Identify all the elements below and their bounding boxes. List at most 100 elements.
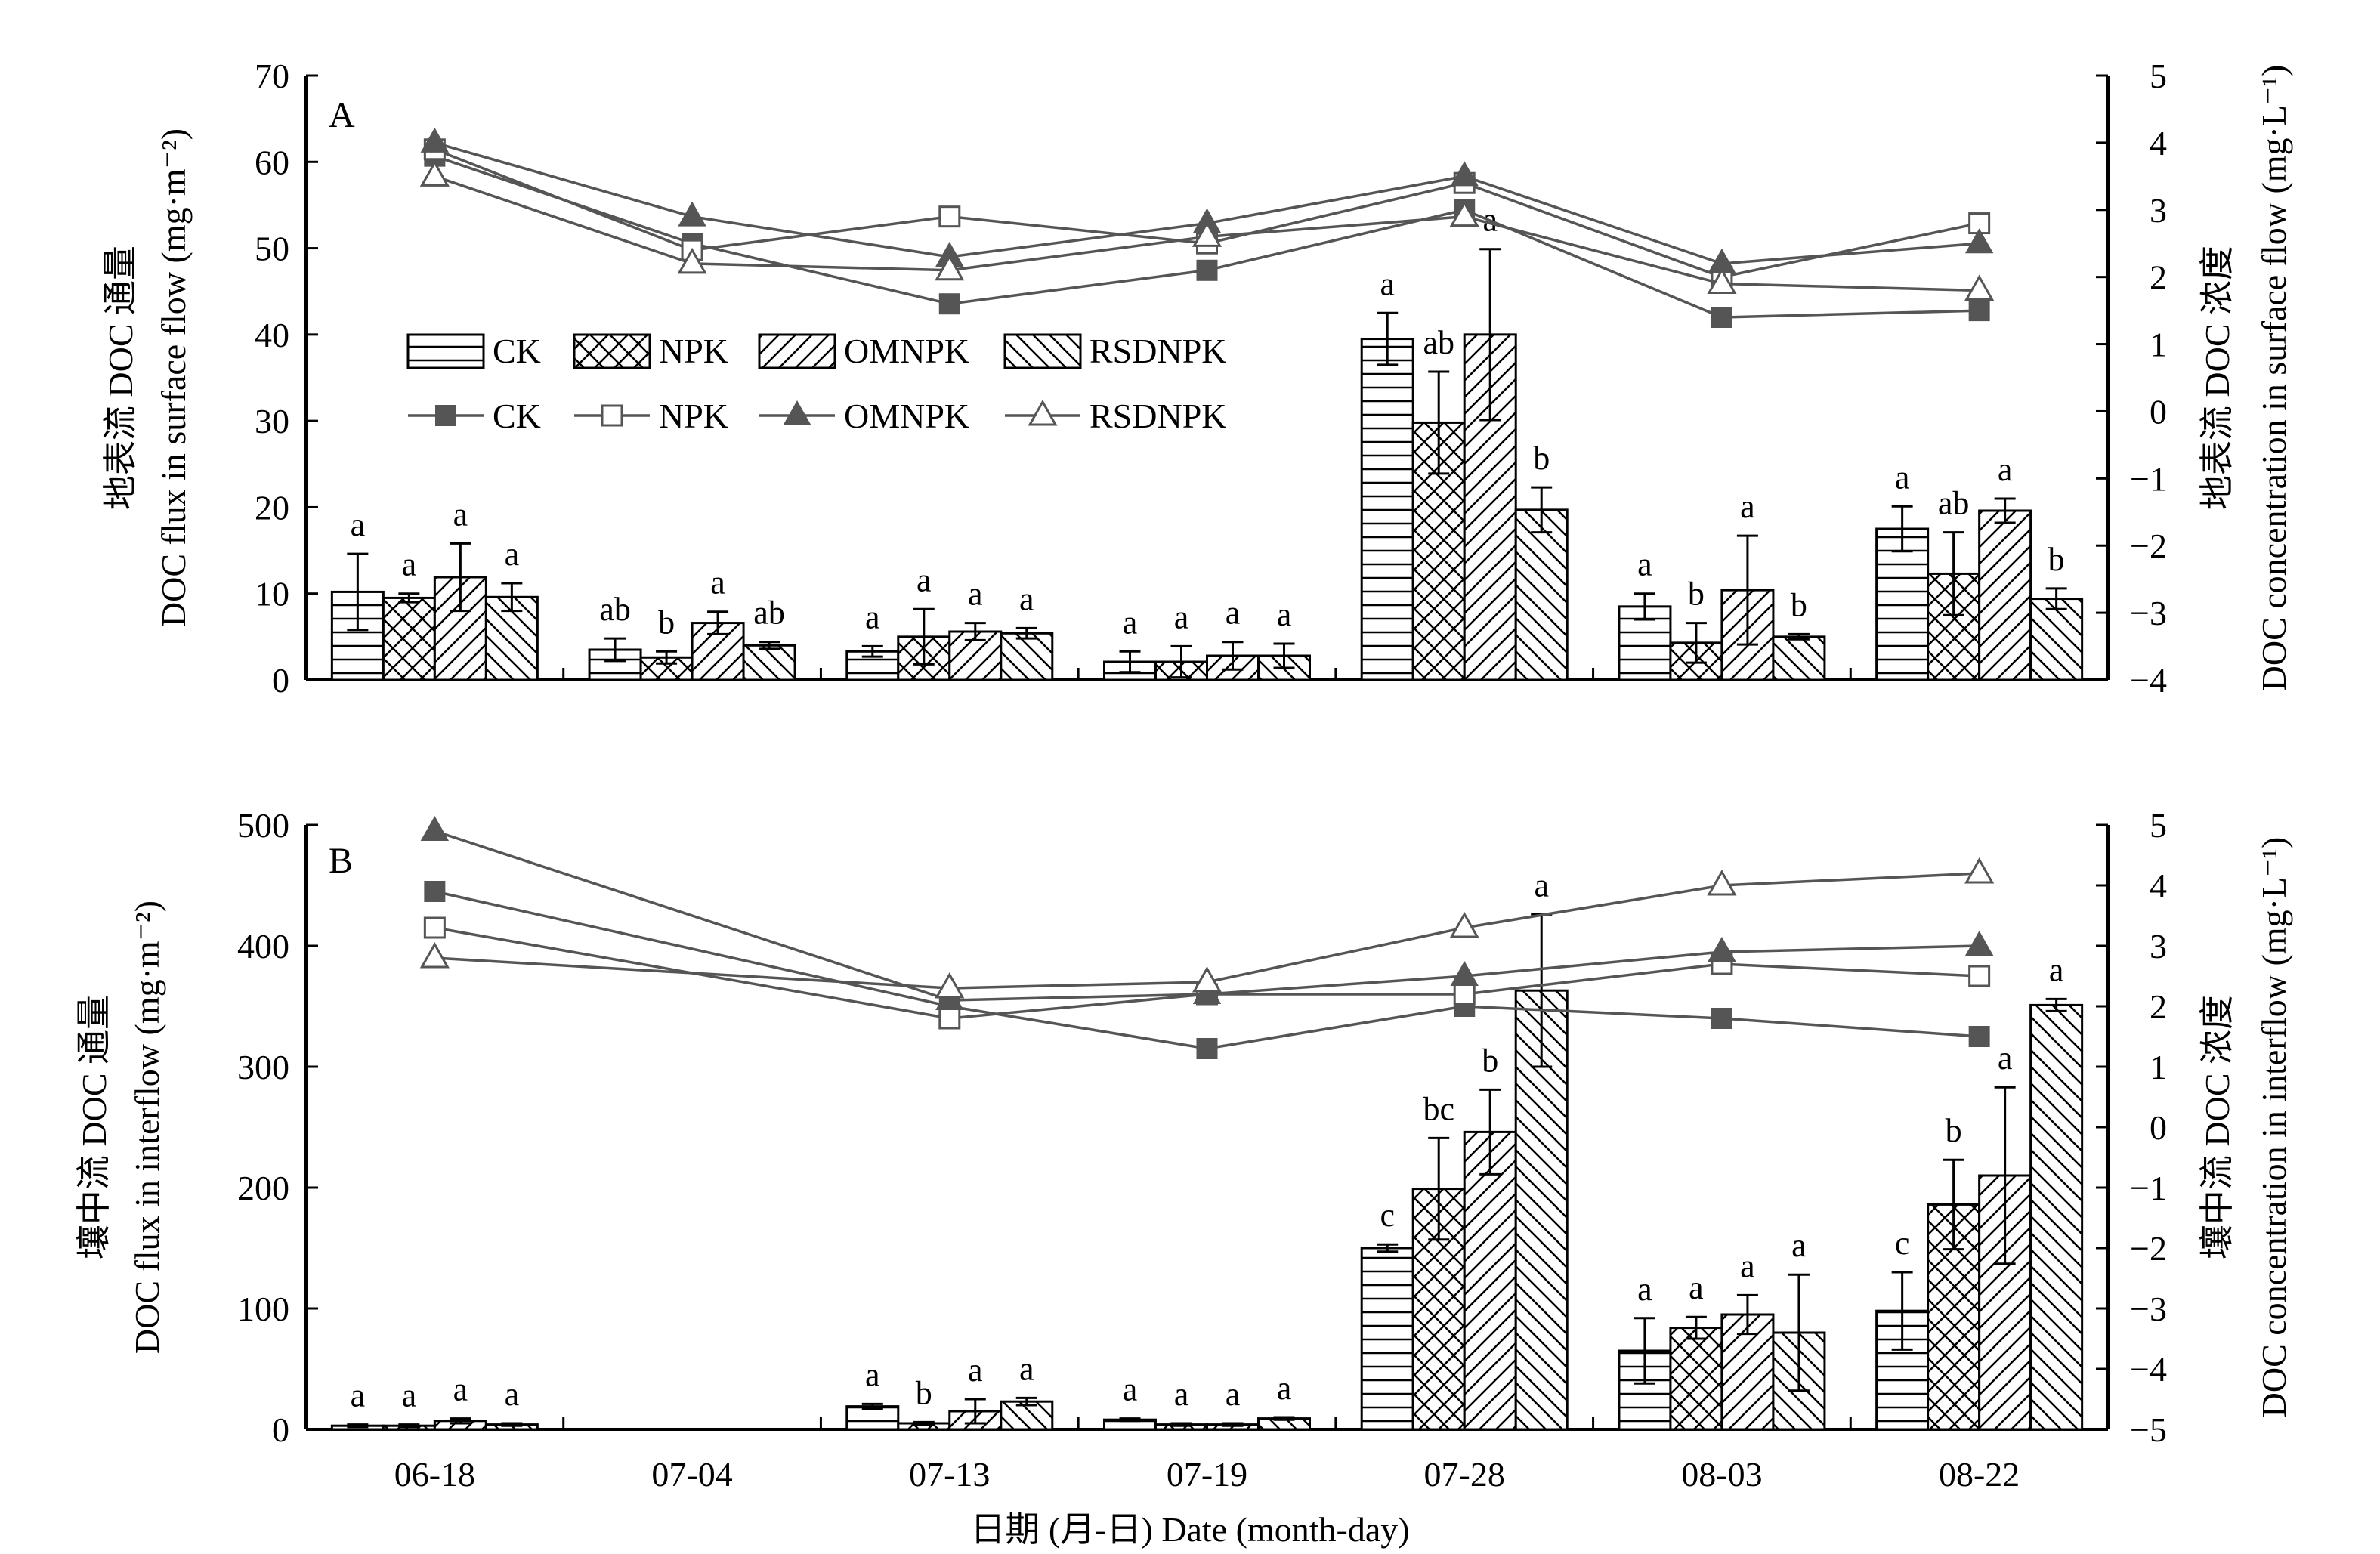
right-y-tick-label: 4 [2150,124,2167,162]
marker-ck [1968,1026,1990,1047]
bar-omnpk [1463,1130,1517,1431]
marker-omnpk [420,127,450,153]
right-y-tick-label: 5 [2150,806,2167,845]
significance-label: a [1277,596,1292,633]
marker-rsdnpk [935,972,965,999]
significance-label: a [865,598,880,635]
significance-label: b [1482,1042,1498,1079]
bar-omnpk [1978,509,2032,681]
right-y-tick-label: 5 [2150,57,2167,95]
marker-ck [1968,300,1990,322]
significance-label: a [1791,1227,1807,1264]
right-y-tick-label: 1 [2150,326,2167,364]
significance-label: b [916,1374,932,1411]
significance-label: ab [753,595,785,632]
marker-omnpk [420,815,450,841]
significance-label: a [505,536,520,573]
significance-label: a [968,576,983,613]
significance-label: a [1998,1040,2013,1077]
legend-line-label-ck: CK [493,397,541,435]
marker-rsdnpk [1449,200,1479,227]
significance-label: a [1895,459,1910,496]
legend-label-npk: NPK [659,332,728,370]
marker-npk [1968,965,1991,987]
significance-label: a [1019,580,1034,617]
right-y-axis-title: 地表流 DOC 浓度 [2198,246,2236,510]
panel-label-a: A [329,95,355,135]
marker-npk [423,916,446,939]
left-y-tick-label: 70 [255,57,289,95]
significance-label: ab [1423,324,1454,361]
left-y-tick-label: 100 [237,1290,289,1328]
significance-label: ab [599,591,631,628]
significance-label: a [1637,1271,1652,1308]
left-y-tick-label: 300 [237,1048,289,1086]
legend-swatch-npk [573,333,651,369]
significance-label: a [453,1371,468,1408]
significance-label: b [1688,576,1705,613]
right-y-tick-label: 0 [2150,1108,2167,1147]
significance-label: a [505,1376,520,1413]
x-tick-label: 07-19 [1167,1455,1247,1494]
right-y-tick-label: 2 [2150,987,2167,1026]
bar-ck [1360,1247,1414,1431]
legend: CK NPK OMNPK RSDNPK CK NPK OMNPK RSDNPK [406,332,1227,435]
left-y-tick-label: 500 [237,806,289,845]
legend-line-label-npk: NPK [659,397,728,435]
significance-label: a [1226,1376,1241,1413]
significance-label: a [1277,1370,1292,1407]
right-y-tick-label: −4 [2130,661,2167,700]
marker-ck [1711,307,1732,328]
significance-label: bc [1423,1090,1454,1127]
marker-omnpk [1708,936,1736,962]
marker-rsdnpk [1964,857,1995,884]
bar-rsdnpk [484,595,539,681]
left-y-tick-label: 10 [255,575,289,613]
marker-omnpk [1964,228,1994,254]
legend-line-label-rsdnpk: RSDNPK [1090,397,1227,435]
bar-ck [845,1405,900,1431]
marker-ck [424,881,446,902]
marker-ck [1196,259,1218,281]
significance-label: ab [1938,485,1970,522]
right-y-tick-label: −3 [2130,594,2167,632]
significance-label: a [351,506,366,543]
panel-a: A CK NPK OMNPK RSDNPK CK NPK OMNPK RSDNPK 0102… [101,57,2293,700]
marker-rsdnpk [677,247,707,274]
bar-ck [1875,527,1930,681]
marker-rsdnpk [1707,267,1737,295]
legend-line-entries: CK NPK OMNPK RSDNPK [408,397,1227,435]
panel-b: B 0 100 200 300 400 500 −5 −4 −3 −2 −1 0 1 2 3 4 5 06-18 0… [75,806,2293,1494]
left-y-tick-label: 40 [255,316,289,354]
right-y-tick-label: −4 [2130,1350,2167,1389]
significance-label: a [1740,488,1755,525]
significance-label: a [351,1377,366,1414]
left-y-tick-label: 50 [255,230,289,268]
marker-rsdnpk [1192,965,1222,993]
significance-label: a [710,564,725,601]
right-y-axis-title: DOC concentration in interflow (mg·L⁻¹) [2255,837,2293,1418]
significance-label: c [1895,1225,1910,1262]
marker-omnpk [1450,161,1479,187]
right-y-tick-label: 1 [2150,1048,2167,1086]
left-y-tick-label: 400 [237,927,289,965]
significance-label: b [1946,1112,1962,1149]
legend-line-label-omnpk: OMNPK [844,397,969,435]
legend-swatch-rsdnpk [1003,333,1082,369]
marker-rsdnpk [1449,911,1479,938]
significance-label: b [2048,541,2065,578]
marker-rsdnpk [1964,274,1995,301]
marker-ck [1196,1038,1218,1059]
legend-label-omnpk: OMNPK [844,332,969,370]
significance-label: a [402,1377,417,1414]
significance-label: a [1019,1350,1034,1387]
marker-npk [938,1007,961,1030]
right-y-tick-label: 3 [2150,191,2167,230]
right-y-axis-title: 壤中流 DOC 浓度 [2198,995,2236,1259]
x-tick-label: 06-18 [394,1455,475,1494]
significance-label: a [1226,595,1241,632]
marker-omnpk [1450,960,1479,986]
significance-label: b [1533,440,1550,477]
significance-label: a [453,496,468,533]
left-y-tick-label: 20 [255,488,289,527]
